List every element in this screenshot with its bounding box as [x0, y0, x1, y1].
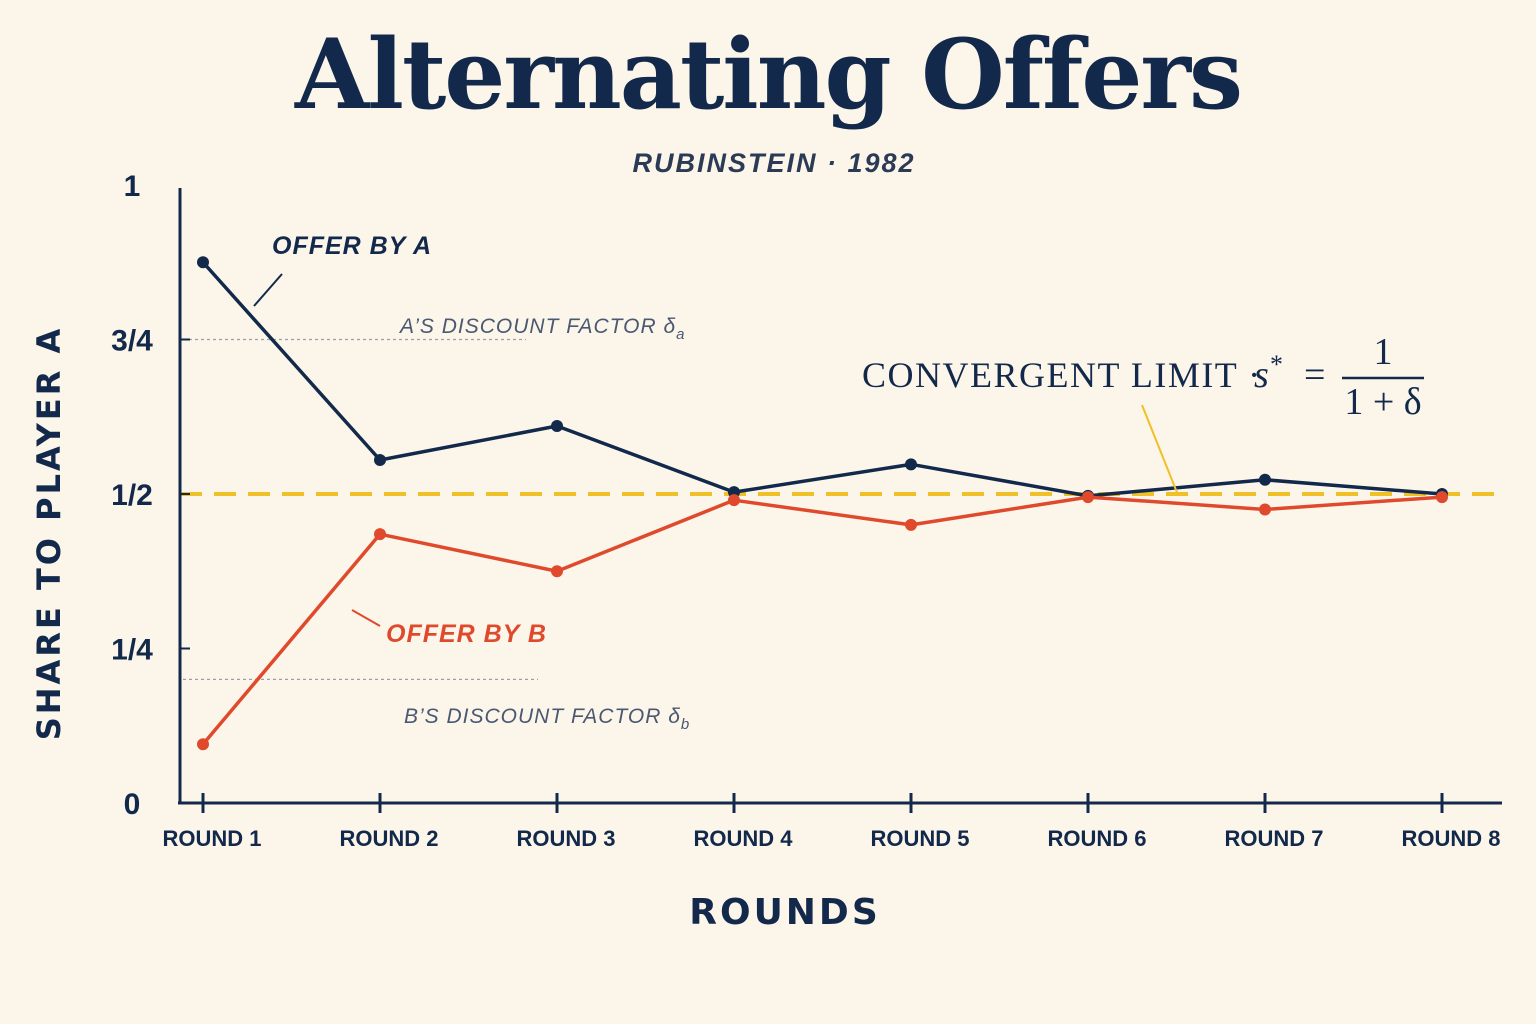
- offer-b-point: [905, 518, 917, 531]
- offer-a-leader-line: [253, 273, 283, 307]
- y-tick-label: 1/2: [111, 479, 153, 512]
- formula-equals: =: [1304, 354, 1325, 396]
- b-discount-factor-label: B’S DISCOUNT FACTOR δb: [404, 705, 690, 733]
- formula-denominator: 1 + δ: [1344, 381, 1421, 423]
- y-tick-label: 1: [124, 170, 141, 203]
- offer-a-point: [905, 458, 917, 471]
- offer-b-label: OFFER BY B: [386, 620, 547, 648]
- formula-s: s: [1254, 354, 1269, 396]
- offer-b-point: [374, 528, 386, 541]
- a-discount-factor-subscript: a: [676, 326, 685, 343]
- offer-b-point: [551, 565, 563, 578]
- x-tick-label: ROUND 7: [1224, 826, 1323, 851]
- b-discount-factor-text: B’S DISCOUNT FACTOR δ: [404, 705, 681, 728]
- offer-a-point: [1259, 473, 1271, 486]
- reference-lines: [180, 338, 1502, 681]
- convergent-limit-label: CONVERGENT LIMIT ·: [862, 355, 1262, 395]
- limit-leader-line: [1141, 404, 1179, 496]
- x-tick-label: ROUND 1: [162, 826, 261, 851]
- y-tick-label: 3/4: [111, 325, 153, 358]
- formula-lhs: s*: [1254, 350, 1282, 396]
- series-lines: [201, 260, 1444, 747]
- y-tick-labels: 0 1/4 1/2 3/4 1: [111, 170, 190, 821]
- chart-subtitle: RUBINSTEIN · 1982: [632, 148, 916, 178]
- x-tick-label: ROUND 3: [516, 826, 615, 851]
- chart-title: Alternating Offers: [294, 18, 1243, 131]
- a-discount-factor-label: A’S DISCOUNT FACTOR δa: [398, 315, 685, 343]
- offer-b-point: [1436, 491, 1448, 504]
- offer-b-leader-line: [351, 609, 381, 627]
- x-tick-label: ROUND 5: [870, 826, 969, 851]
- offer-b-point: [197, 738, 209, 751]
- offer-a-series-line: [201, 260, 1444, 498]
- axes: [178, 188, 1502, 805]
- x-tick-label: ROUND 2: [339, 826, 438, 851]
- x-axis-title: ROUNDS: [689, 892, 881, 933]
- x-tick-label: ROUND 6: [1047, 826, 1146, 851]
- series-points: [197, 256, 1448, 751]
- offer-b-point: [728, 494, 740, 507]
- a-discount-factor-text: A’S DISCOUNT FACTOR δ: [398, 315, 676, 338]
- y-tick-label: 1/4: [111, 634, 153, 667]
- b-discount-factor-subscript: b: [681, 716, 690, 733]
- x-tick-label: ROUND 4: [693, 826, 793, 851]
- offer-b-series-line: [201, 495, 1444, 747]
- x-tick-labels: ROUND 1 ROUND 2 ROUND 3 ROUND 4 ROUND 5 ROUND…: [162, 793, 1501, 851]
- y-tick-label: 0: [124, 788, 141, 821]
- offer-b-point: [1259, 503, 1271, 516]
- offer-b-point: [1082, 491, 1094, 504]
- x-tick-label: ROUND 8: [1401, 826, 1500, 851]
- offer-a-point: [374, 454, 386, 467]
- y-axis-title: SHARE TO PLAYER A: [30, 326, 68, 741]
- offer-a-point: [551, 420, 563, 433]
- formula-numerator: 1: [1374, 331, 1393, 373]
- formula-star: *: [1269, 350, 1282, 379]
- offer-a-label: OFFER BY A: [272, 232, 432, 260]
- offer-a-point: [197, 256, 209, 269]
